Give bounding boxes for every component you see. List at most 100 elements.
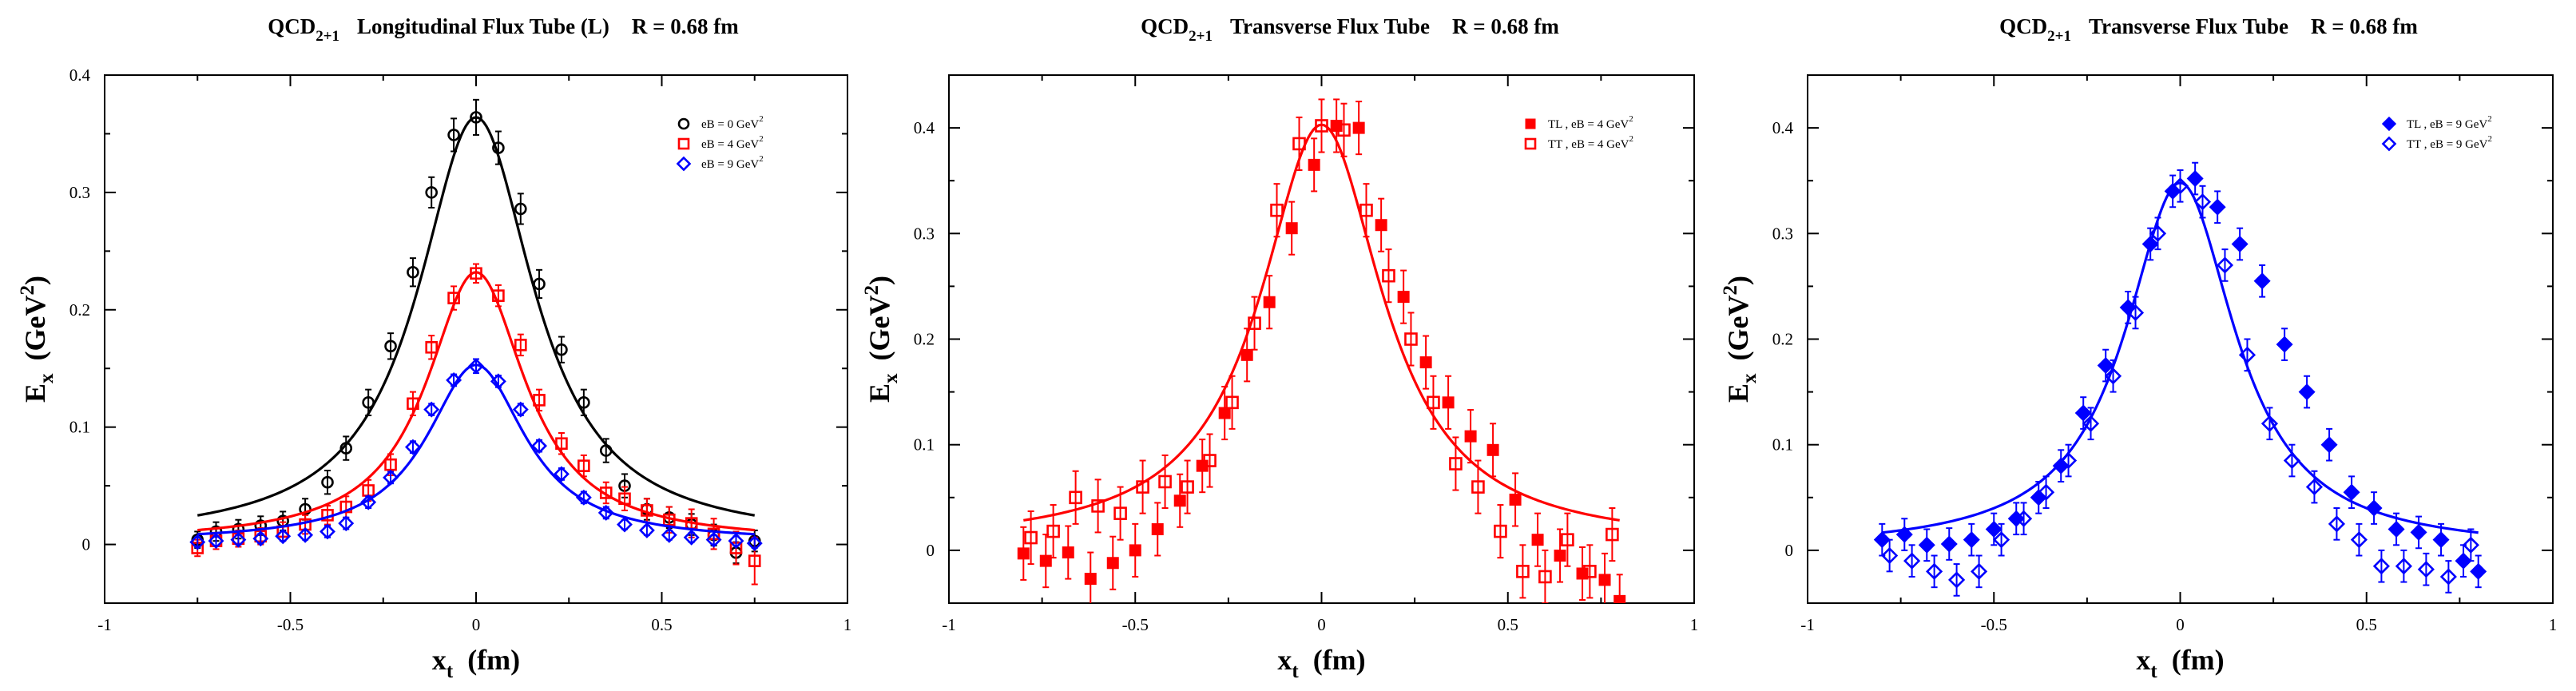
marker-square-filled [1352, 121, 1365, 134]
marker-square [514, 339, 527, 351]
marker-diamond-filled [1963, 531, 1980, 549]
data-point [2305, 470, 2324, 504]
marker-diamond-filled [1873, 531, 1891, 549]
plot-area [1873, 161, 2487, 597]
y-tick-label: 0 [82, 535, 91, 554]
marker-square-filled [1375, 219, 1387, 232]
data-point [599, 481, 613, 505]
data-point [2104, 359, 2122, 393]
data-point [2350, 522, 2368, 557]
marker-square [447, 292, 460, 304]
marker-diamond [252, 530, 269, 547]
data-point [2030, 480, 2047, 514]
data-point [2082, 407, 2100, 441]
marker-diamond-filled [2365, 499, 2383, 517]
legend-text: eB = 9 GeV [701, 158, 759, 171]
data-point [2014, 502, 2033, 536]
data-point [1084, 551, 1097, 603]
legend-item: eB = 0 GeV2 [677, 114, 764, 131]
marker-diamond [490, 373, 506, 390]
data-point [1576, 546, 1589, 602]
data-point [2186, 161, 2204, 196]
marker-square-filled [1308, 158, 1320, 171]
data-point [661, 526, 677, 543]
marker-square [1404, 332, 1418, 346]
data-point [2260, 407, 2279, 441]
data-point [468, 358, 484, 375]
marker-diamond [2260, 415, 2279, 432]
marker-square-filled [1486, 443, 1499, 456]
marker-square [599, 486, 613, 499]
data-point [2365, 491, 2383, 525]
x-label-main: x [2136, 644, 2150, 676]
marker-square [578, 459, 590, 472]
marker-diamond-filled [1918, 536, 1935, 554]
y-tick-label: 0.1 [69, 418, 90, 437]
marker-square [1046, 524, 1060, 538]
legend-sup: 2 [2487, 114, 2492, 124]
y-label-main: E [1722, 383, 1754, 403]
marker-diamond [2305, 478, 2324, 496]
data-point [1248, 296, 1261, 351]
marker-square [470, 267, 482, 280]
marker-square-filled [1151, 522, 1164, 535]
legend-text: TT , eB = 4 GeV [1548, 138, 1629, 151]
y-label-sup: 2 [17, 285, 38, 296]
title-subscript: 2+1 [1189, 28, 1213, 45]
marker-diamond-filled [2343, 483, 2360, 501]
marker-diamond [2395, 558, 2412, 575]
data-point [1270, 183, 1284, 238]
legend: TL , eB = 9 GeV2 TT , eB = 9 GeV2 [2381, 114, 2492, 152]
data-point [2231, 227, 2249, 261]
legend-item: TT , eB = 9 GeV2 [2381, 134, 2492, 152]
marker-square-filled [1062, 546, 1074, 559]
marker-diamond-filled [2052, 457, 2070, 475]
data-point [1561, 512, 1574, 567]
data-point [1091, 479, 1105, 534]
panel-title: QCD2+1 Transverse Flux Tube R = 0.68 fm [1999, 14, 2418, 45]
data-point [617, 516, 633, 533]
series-3 [189, 358, 763, 552]
title-text: Transverse Flux Tube [2089, 14, 2288, 38]
data-point [2417, 552, 2435, 586]
x-tick-label: -1 [97, 615, 112, 634]
marker-circle [470, 111, 482, 124]
data-point [2209, 190, 2226, 224]
data-point [1292, 116, 1306, 171]
marker-diamond [1926, 562, 1943, 580]
title-text: Transverse Flux Tube [1230, 14, 1430, 38]
marker-circle [362, 396, 375, 409]
title-qcd: QCD [1999, 14, 2047, 38]
marker-diamond [404, 439, 421, 455]
data-point [1903, 544, 1921, 578]
data-point [1039, 534, 1052, 589]
plot-area [1017, 98, 1626, 603]
marker-diamond [2462, 536, 2479, 554]
data-point [446, 371, 462, 388]
x-tick-label: -0.5 [1122, 615, 1149, 634]
x-tick-label: 1 [2549, 615, 2558, 634]
data-point [1173, 473, 1186, 528]
data-point [423, 401, 440, 418]
data-point [1225, 375, 1239, 430]
marker-diamond-filled [1895, 526, 1913, 543]
fit-curve [1023, 123, 1620, 522]
data-point [297, 526, 314, 543]
data-point [1509, 472, 1522, 527]
marker-square-filled [1129, 544, 1141, 557]
marker-diamond [320, 523, 335, 540]
legend-item: TL , eB = 9 GeV2 [2381, 114, 2492, 132]
data-point [2462, 528, 2479, 562]
data-point [1538, 549, 1552, 603]
data-point [2372, 549, 2390, 583]
marker-square [1449, 457, 1463, 471]
data-point [275, 528, 292, 545]
marker-diamond [1948, 571, 1966, 589]
data-point [2171, 169, 2189, 203]
marker-square [618, 492, 631, 506]
marker-diamond [297, 526, 314, 543]
data-point [728, 533, 744, 550]
marker-diamond [2126, 304, 2145, 322]
marker-square-filled [1084, 573, 1097, 586]
y-label-sup: 2 [1720, 285, 1741, 296]
